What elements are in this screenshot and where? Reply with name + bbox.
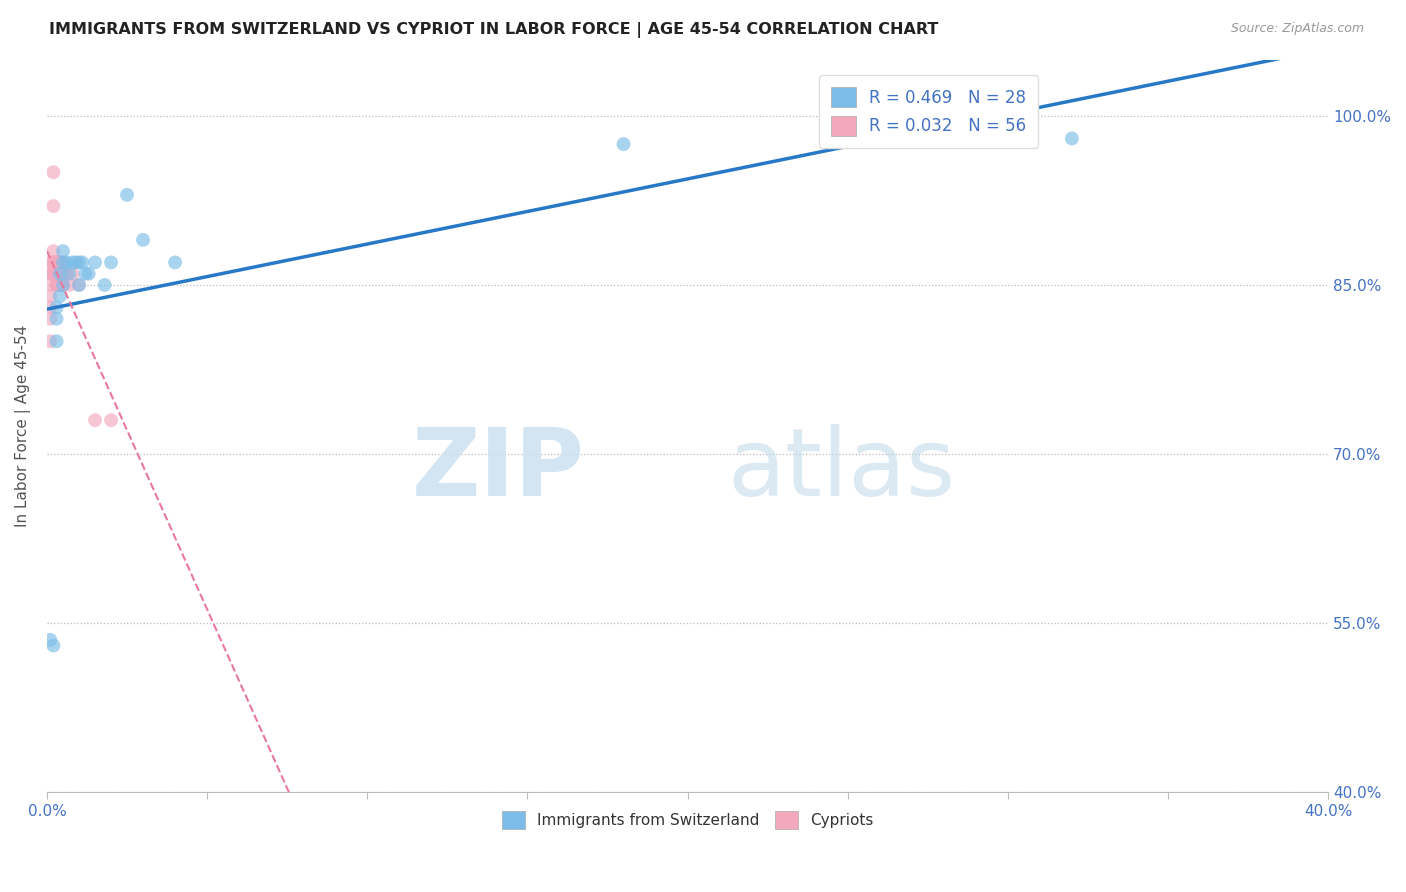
Point bbox=[62, 255, 84, 269]
Point bbox=[70, 255, 93, 269]
Point bbox=[45, 255, 67, 269]
Point bbox=[49, 255, 72, 269]
Point bbox=[45, 267, 67, 281]
Point bbox=[58, 277, 80, 292]
Point bbox=[45, 267, 67, 281]
Point bbox=[165, 255, 187, 269]
Point bbox=[49, 289, 72, 303]
Point bbox=[42, 267, 65, 281]
Point bbox=[67, 277, 90, 292]
Point bbox=[49, 267, 72, 281]
Point bbox=[100, 255, 122, 269]
Point bbox=[45, 255, 67, 269]
Point bbox=[52, 267, 75, 281]
Point bbox=[52, 267, 75, 281]
Point bbox=[93, 277, 115, 292]
Point bbox=[45, 255, 67, 269]
Point bbox=[55, 267, 77, 281]
Point bbox=[49, 267, 72, 281]
Point bbox=[52, 255, 75, 269]
Point bbox=[52, 277, 75, 292]
Point bbox=[45, 267, 67, 281]
Point bbox=[49, 267, 72, 281]
Point bbox=[52, 255, 75, 269]
Text: ZIP: ZIP bbox=[412, 424, 585, 516]
Point bbox=[45, 267, 67, 281]
Point bbox=[62, 267, 84, 281]
Point bbox=[45, 334, 67, 349]
Point bbox=[45, 277, 67, 292]
Point bbox=[45, 311, 67, 326]
Point bbox=[39, 255, 62, 269]
Point bbox=[49, 277, 72, 292]
Point bbox=[67, 255, 90, 269]
Point bbox=[100, 413, 122, 427]
Point bbox=[42, 267, 65, 281]
Point bbox=[58, 267, 80, 281]
Point bbox=[49, 255, 72, 269]
Point bbox=[52, 267, 75, 281]
Point bbox=[39, 301, 62, 315]
Point bbox=[39, 632, 62, 647]
Point bbox=[45, 277, 67, 292]
Point bbox=[45, 301, 67, 315]
Point bbox=[42, 199, 65, 213]
Point bbox=[77, 267, 100, 281]
Point bbox=[49, 277, 72, 292]
Point bbox=[45, 267, 67, 281]
Point bbox=[39, 334, 62, 349]
Point bbox=[49, 255, 72, 269]
Y-axis label: In Labor Force | Age 45-54: In Labor Force | Age 45-54 bbox=[15, 325, 31, 527]
Point bbox=[52, 244, 75, 259]
Point bbox=[75, 267, 97, 281]
Point bbox=[45, 267, 67, 281]
Point bbox=[45, 267, 67, 281]
Point bbox=[42, 639, 65, 653]
Point bbox=[55, 255, 77, 269]
Point bbox=[42, 267, 65, 281]
Point bbox=[42, 244, 65, 259]
Point bbox=[42, 255, 65, 269]
Point bbox=[965, 131, 987, 145]
Point bbox=[84, 255, 107, 269]
Point bbox=[39, 277, 62, 292]
Point bbox=[45, 277, 67, 292]
Point bbox=[42, 165, 65, 179]
Point bbox=[42, 267, 65, 281]
Point bbox=[52, 277, 75, 292]
Point bbox=[39, 289, 62, 303]
Point bbox=[1060, 131, 1083, 145]
Point bbox=[65, 255, 87, 269]
Point bbox=[45, 255, 67, 269]
Point bbox=[49, 267, 72, 281]
Point bbox=[45, 267, 67, 281]
Point bbox=[115, 187, 138, 202]
Point bbox=[84, 413, 107, 427]
Point bbox=[67, 277, 90, 292]
Point bbox=[45, 277, 67, 292]
Point bbox=[42, 267, 65, 281]
Point bbox=[39, 267, 62, 281]
Point bbox=[42, 255, 65, 269]
Legend: Immigrants from Switzerland, Cypriots: Immigrants from Switzerland, Cypriots bbox=[496, 805, 879, 836]
Point bbox=[42, 255, 65, 269]
Point bbox=[132, 233, 155, 247]
Point bbox=[49, 277, 72, 292]
Point bbox=[39, 311, 62, 326]
Text: Source: ZipAtlas.com: Source: ZipAtlas.com bbox=[1230, 22, 1364, 36]
Point bbox=[612, 137, 634, 152]
Point bbox=[49, 267, 72, 281]
Point bbox=[45, 255, 67, 269]
Text: IMMIGRANTS FROM SWITZERLAND VS CYPRIOT IN LABOR FORCE | AGE 45-54 CORRELATION CH: IMMIGRANTS FROM SWITZERLAND VS CYPRIOT I… bbox=[49, 22, 939, 38]
Text: atlas: atlas bbox=[727, 424, 956, 516]
